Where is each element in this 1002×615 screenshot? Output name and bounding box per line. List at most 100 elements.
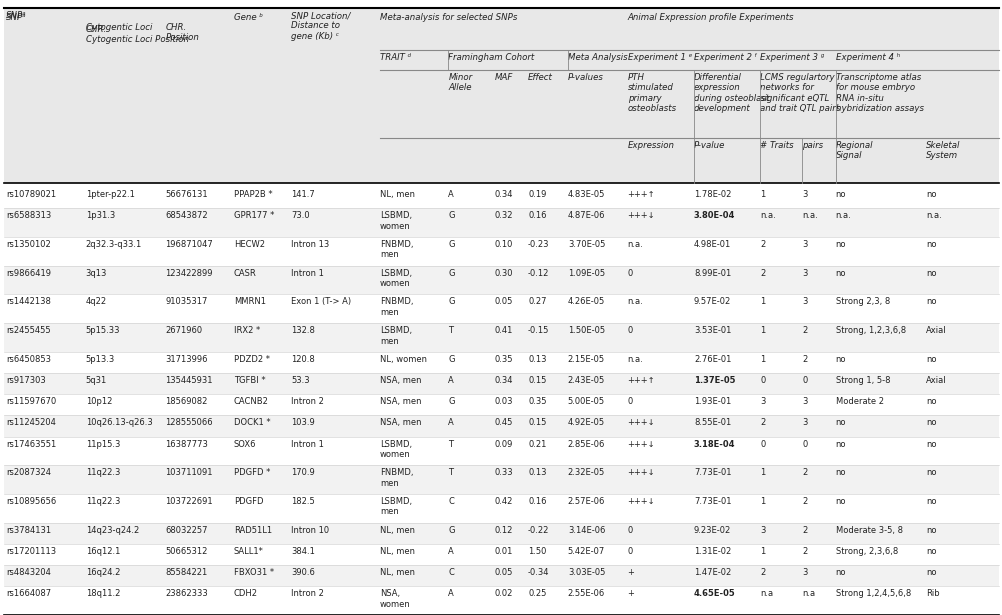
Text: Intron 2: Intron 2 xyxy=(291,589,324,598)
Text: G: G xyxy=(448,211,455,220)
Text: G: G xyxy=(448,298,455,306)
Text: 384.1: 384.1 xyxy=(291,547,315,556)
Text: rs11245204: rs11245204 xyxy=(6,418,56,427)
Text: 2671960: 2671960 xyxy=(165,327,202,335)
Text: 103722691: 103722691 xyxy=(165,497,212,506)
Text: -0.23: -0.23 xyxy=(527,240,549,249)
Text: 0.41: 0.41 xyxy=(494,327,513,335)
Text: 1pter-p22.1: 1pter-p22.1 xyxy=(85,190,134,199)
Text: G: G xyxy=(448,240,455,249)
Text: -0.15: -0.15 xyxy=(527,327,549,335)
Text: 8.99E-01: 8.99E-01 xyxy=(693,269,730,278)
Text: LSBMD,
men: LSBMD, men xyxy=(380,497,412,517)
Text: Exon 1 (T-> A): Exon 1 (T-> A) xyxy=(291,298,351,306)
Text: Animal Expression profile Experiments: Animal Expression profile Experiments xyxy=(627,13,794,22)
Text: 1p31.3: 1p31.3 xyxy=(85,211,115,220)
Text: no: no xyxy=(925,418,936,427)
Text: 2: 2 xyxy=(760,269,765,278)
Text: 0: 0 xyxy=(627,526,632,535)
Text: +++↑: +++↑ xyxy=(627,190,654,199)
Text: SOX6: SOX6 xyxy=(233,440,257,448)
Text: 1.93E-01: 1.93E-01 xyxy=(693,397,730,407)
Text: 68032257: 68032257 xyxy=(165,526,207,535)
Text: SNP Location/
Distance to
gene (Kb) ᶜ: SNP Location/ Distance to gene (Kb) ᶜ xyxy=(291,11,351,41)
Text: Differential
expression
during osteoblast
development: Differential expression during osteoblas… xyxy=(693,73,769,113)
Text: Minor
Allele: Minor Allele xyxy=(448,73,472,92)
Text: 0.05: 0.05 xyxy=(494,298,513,306)
Text: rs10895656: rs10895656 xyxy=(6,497,56,506)
Text: 2: 2 xyxy=(760,418,765,427)
Text: +++↑: +++↑ xyxy=(627,376,654,385)
Text: 2.85E-06: 2.85E-06 xyxy=(567,440,604,448)
Text: 11q22.3: 11q22.3 xyxy=(85,468,120,477)
Text: P-value: P-value xyxy=(693,141,724,150)
Text: 91035317: 91035317 xyxy=(165,298,207,306)
Text: no: no xyxy=(835,240,845,249)
Text: Intron 13: Intron 13 xyxy=(291,240,330,249)
Bar xyxy=(4,437,998,466)
Text: NL, men: NL, men xyxy=(380,547,415,556)
Text: 68543872: 68543872 xyxy=(165,211,207,220)
Text: NL, men: NL, men xyxy=(380,190,415,199)
Text: 0.05: 0.05 xyxy=(494,568,513,577)
Text: 3.18E-04: 3.18E-04 xyxy=(693,440,734,448)
Text: 2: 2 xyxy=(760,568,765,577)
Text: 2: 2 xyxy=(802,547,807,556)
Text: TRAIT ᵈ: TRAIT ᵈ xyxy=(380,53,411,62)
Text: 1.78E-02: 1.78E-02 xyxy=(693,190,730,199)
Text: 0: 0 xyxy=(760,440,765,448)
Text: 2.57E-06: 2.57E-06 xyxy=(567,497,604,506)
Text: A: A xyxy=(448,418,454,427)
Text: 0: 0 xyxy=(627,547,632,556)
Text: C: C xyxy=(448,497,454,506)
Text: Intron 1: Intron 1 xyxy=(291,440,324,448)
Text: 3: 3 xyxy=(802,269,807,278)
Bar xyxy=(4,266,998,295)
Text: 0.30: 0.30 xyxy=(494,269,513,278)
Text: 128555066: 128555066 xyxy=(165,418,212,427)
Text: 5q31: 5q31 xyxy=(85,376,107,385)
Text: +: + xyxy=(627,568,634,577)
Text: 4.87E-06: 4.87E-06 xyxy=(567,211,605,220)
Text: NL, men: NL, men xyxy=(380,526,415,535)
Text: 3: 3 xyxy=(802,397,807,407)
Text: 1.09E-05: 1.09E-05 xyxy=(567,269,604,278)
Text: 123422899: 123422899 xyxy=(165,269,212,278)
Text: no: no xyxy=(925,568,936,577)
Text: 3: 3 xyxy=(802,240,807,249)
Text: 7.73E-01: 7.73E-01 xyxy=(693,468,730,477)
Text: +++↓: +++↓ xyxy=(627,418,654,427)
Text: 3.53E-01: 3.53E-01 xyxy=(693,327,730,335)
Text: 9.23E-02: 9.23E-02 xyxy=(693,526,730,535)
Text: 0.09: 0.09 xyxy=(494,440,513,448)
Text: NL, men: NL, men xyxy=(380,568,415,577)
Text: 0.16: 0.16 xyxy=(527,497,546,506)
Text: P-values: P-values xyxy=(567,73,603,82)
Bar xyxy=(4,373,998,394)
Text: 5.00E-05: 5.00E-05 xyxy=(567,397,604,407)
Text: 0.02: 0.02 xyxy=(494,589,513,598)
Text: PTH
stimulated
primary
osteoblasts: PTH stimulated primary osteoblasts xyxy=(627,73,676,113)
Text: 16q24.2: 16q24.2 xyxy=(85,568,120,577)
Text: +++↓: +++↓ xyxy=(627,211,654,220)
Text: 196871047: 196871047 xyxy=(165,240,212,249)
Text: T: T xyxy=(448,440,453,448)
Text: CACNB2: CACNB2 xyxy=(233,397,269,407)
Text: n.a.: n.a. xyxy=(627,240,642,249)
Text: 3: 3 xyxy=(802,298,807,306)
Text: 8.55E-01: 8.55E-01 xyxy=(693,418,730,427)
Text: HECW2: HECW2 xyxy=(233,240,265,249)
Text: 2: 2 xyxy=(802,468,807,477)
Text: n.a.: n.a. xyxy=(925,211,941,220)
Text: 3q13: 3q13 xyxy=(85,269,107,278)
Text: rs1442138: rs1442138 xyxy=(6,298,51,306)
Text: G: G xyxy=(448,269,455,278)
Text: 3.14E-06: 3.14E-06 xyxy=(567,526,604,535)
Text: 2: 2 xyxy=(802,327,807,335)
Text: 390.6: 390.6 xyxy=(291,568,315,577)
Text: rs10789021: rs10789021 xyxy=(6,190,56,199)
Text: 18q11.2: 18q11.2 xyxy=(85,589,120,598)
Text: 4.26E-05: 4.26E-05 xyxy=(567,298,604,306)
Text: NSA, men: NSA, men xyxy=(380,376,421,385)
Text: no: no xyxy=(835,468,845,477)
